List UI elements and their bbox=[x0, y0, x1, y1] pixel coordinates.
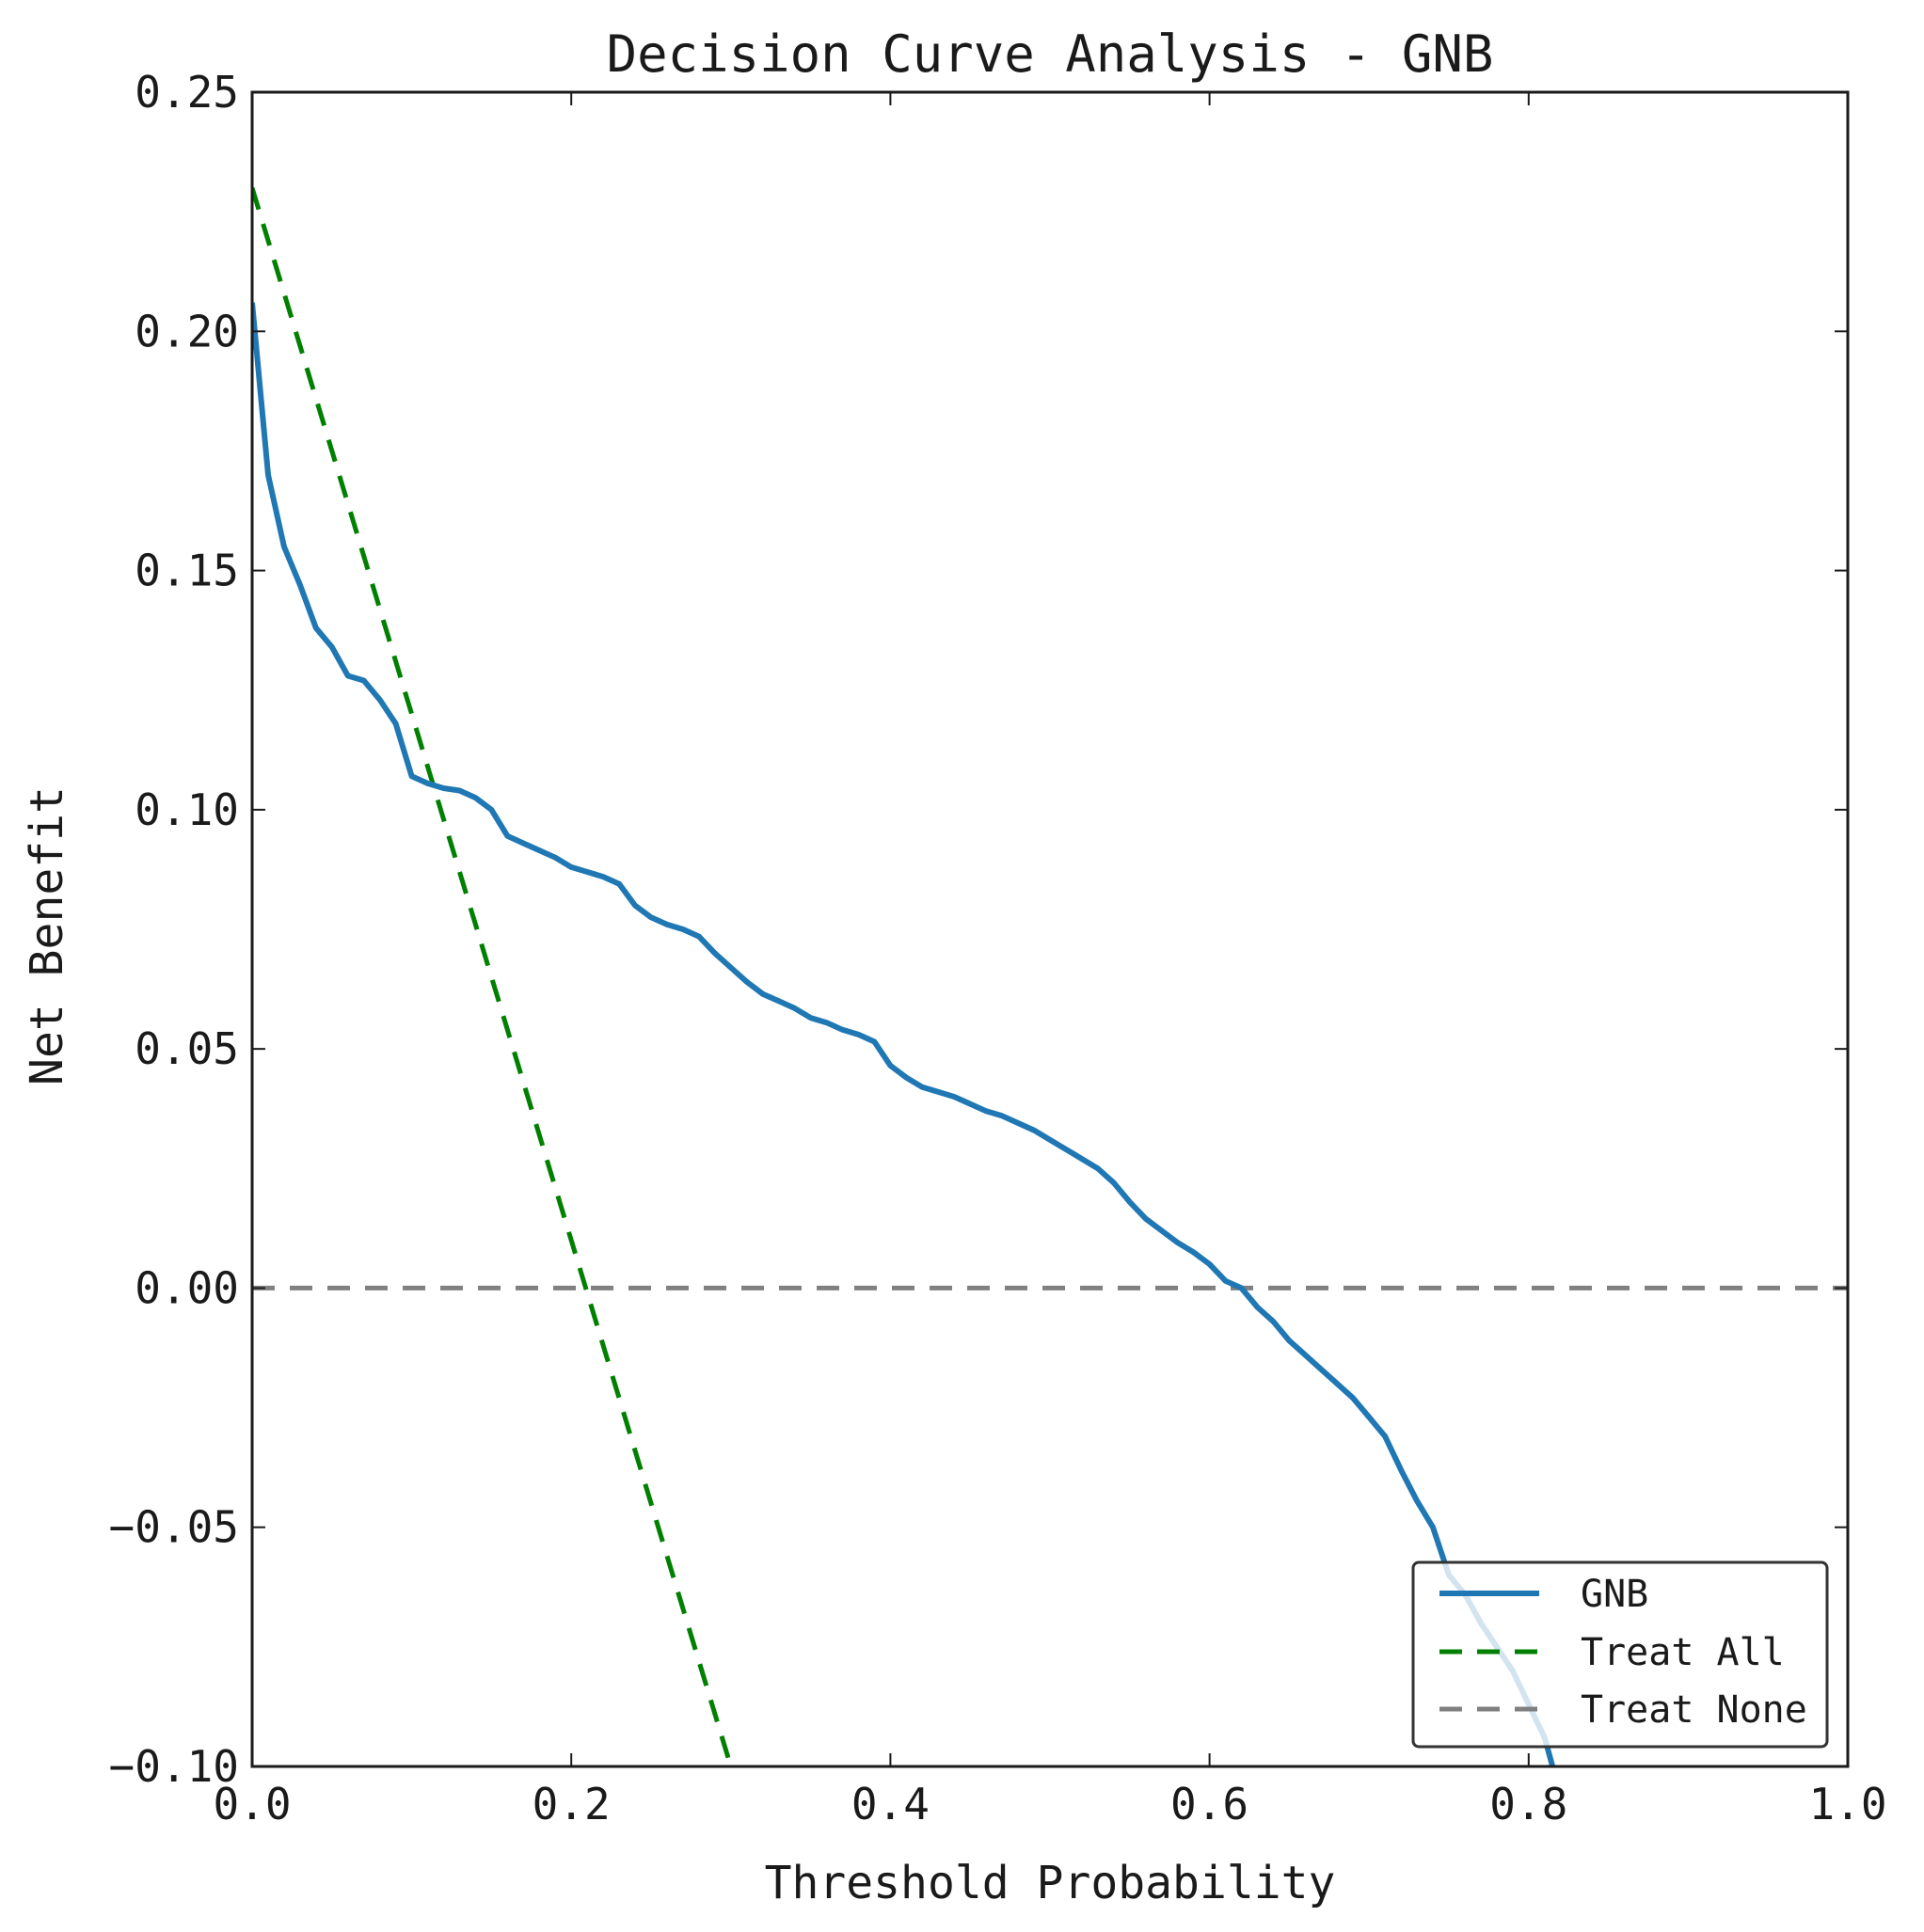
series-line-treat-all bbox=[252, 186, 734, 1766]
y-tick-label: 0.10 bbox=[135, 784, 239, 835]
y-tick-label: 0.15 bbox=[135, 546, 239, 596]
x-axis-label: Threshold Probability bbox=[765, 1857, 1336, 1909]
x-tick-label: 1.0 bbox=[1808, 1779, 1886, 1829]
chart-title: Decision Curve Analysis - GNB bbox=[607, 24, 1494, 84]
tick-layer: 0.0 0.2 0.4 0.6 0.8 1.0 0.25 0.20 0.15 0.10 0.05 0.… bbox=[109, 67, 1887, 1829]
legend-label-treat-none: Treat None bbox=[1581, 1688, 1807, 1732]
y-tick-label: −0.05 bbox=[109, 1502, 239, 1553]
y-tick-label: 0.20 bbox=[135, 306, 239, 356]
y-tick-label: 0.05 bbox=[135, 1023, 239, 1074]
y-axis-label: Net Benefit bbox=[21, 786, 73, 1085]
x-tick-label: 0.8 bbox=[1489, 1779, 1567, 1829]
series-line-gnb bbox=[252, 302, 1556, 1766]
x-tick-label: 0.2 bbox=[533, 1779, 611, 1829]
series-layer bbox=[252, 186, 1848, 1766]
plot-frame bbox=[250, 90, 1850, 1768]
x-tick-label: 0.0 bbox=[213, 1779, 291, 1829]
legend: GNB Treat All Treat None bbox=[1411, 1560, 1829, 1749]
x-tick-label: 0.6 bbox=[1170, 1779, 1248, 1829]
y-tick-label: −0.10 bbox=[109, 1741, 239, 1792]
legend-box bbox=[1411, 1560, 1829, 1749]
legend-label-treat-all: Treat All bbox=[1581, 1631, 1785, 1674]
y-tick-label: 0.00 bbox=[135, 1262, 239, 1313]
y-tick-label: 0.25 bbox=[135, 67, 239, 118]
x-tick-label: 0.4 bbox=[851, 1779, 930, 1829]
legend-label-gnb: GNB bbox=[1581, 1573, 1648, 1616]
